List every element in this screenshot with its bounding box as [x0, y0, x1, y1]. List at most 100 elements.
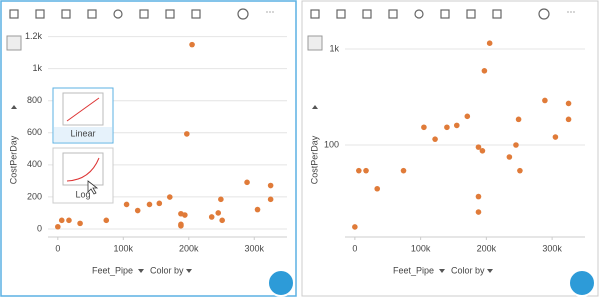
- point: [552, 134, 559, 140]
- toolbar-icon[interactable]: [388, 9, 398, 19]
- y-tick-label: 1k: [329, 43, 339, 53]
- color-by[interactable]: Color by: [150, 265, 184, 275]
- toolbar-icon[interactable]: [336, 9, 346, 19]
- color-by[interactable]: Color by: [451, 265, 485, 275]
- info-icon: [538, 8, 550, 20]
- more-icon: ···: [266, 6, 275, 16]
- log-curve: [66, 157, 100, 182]
- toolbars: ··· ···: [6, 6, 596, 297]
- point: [123, 201, 130, 208]
- icon-shape: [388, 9, 398, 19]
- share-button[interactable]: [568, 269, 596, 297]
- icon-shape: [492, 9, 502, 19]
- y-tick-label: 600: [27, 127, 42, 137]
- y-tick-label: 800: [27, 95, 42, 105]
- x-tick-label: 100k: [411, 243, 431, 253]
- x-tick-label: 300k: [244, 243, 264, 253]
- x-tick-label: 300k: [542, 243, 562, 253]
- point: [184, 131, 190, 137]
- linear-label-bg: [54, 127, 112, 142]
- icon-shape: [466, 9, 476, 19]
- toolbar-icon[interactable]: [61, 9, 71, 19]
- toolbar-icon[interactable]: [362, 9, 372, 19]
- x-tick-label: 200k: [179, 243, 199, 253]
- point: [432, 136, 438, 142]
- point: [513, 142, 519, 148]
- point: [565, 100, 572, 107]
- y-label-arrow: [312, 105, 318, 109]
- icon-shape: [87, 9, 97, 19]
- icon-shape: [191, 9, 201, 19]
- y-label-arrow: [11, 105, 17, 109]
- point: [146, 201, 153, 208]
- toolbar-icon[interactable]: [466, 9, 476, 19]
- toolbar-icon[interactable]: [87, 9, 97, 19]
- toolbar-icon[interactable]: [35, 9, 45, 19]
- point: [208, 214, 215, 220]
- point: [134, 207, 141, 214]
- toolbar-icon[interactable]: [492, 9, 502, 19]
- point: [542, 97, 548, 104]
- point: [103, 217, 110, 224]
- log-icon: [62, 152, 104, 186]
- x-label-arrow: [138, 269, 144, 273]
- y-tick-label: 400: [27, 159, 42, 169]
- x-tick-label: 200k: [477, 243, 497, 253]
- point: [267, 182, 274, 189]
- point: [55, 223, 61, 230]
- toolbar-icon[interactable]: [9, 9, 19, 19]
- point: [475, 209, 482, 215]
- point: [421, 124, 427, 131]
- icon-shape: [414, 9, 424, 19]
- toolbar-icon[interactable]: [310, 9, 320, 19]
- point: [464, 113, 471, 120]
- y-tick-label: 1k: [32, 63, 42, 73]
- y-tick-label: 200: [27, 191, 42, 201]
- icon-shape: [139, 9, 149, 19]
- panel-left: [0, 0, 297, 297]
- linear-curve: [66, 97, 100, 122]
- point: [58, 217, 65, 224]
- icon-shape: [35, 9, 45, 19]
- toolbar-icon[interactable]: [139, 9, 149, 19]
- home-button[interactable]: [6, 35, 22, 51]
- x-axis-label[interactable]: Feet_Pipe: [393, 265, 434, 275]
- toolbar-icon[interactable]: [414, 9, 424, 19]
- x-tick-label: 0: [352, 243, 357, 253]
- toolbar-icon[interactable]: [191, 9, 201, 19]
- point: [481, 68, 488, 74]
- icon-shape: [362, 9, 372, 19]
- icon-shape: [9, 9, 19, 19]
- point: [374, 185, 381, 192]
- color-by-arrow: [487, 269, 493, 273]
- point: [267, 196, 274, 203]
- point: [219, 217, 225, 224]
- share-button[interactable]: [267, 269, 295, 297]
- y-tick-label: 1.2k: [25, 31, 43, 41]
- x-label-arrow: [439, 269, 445, 273]
- icon-shape: [61, 9, 71, 19]
- home-button[interactable]: [307, 35, 323, 51]
- x-axis-label[interactable]: Feet_Pipe: [92, 265, 133, 275]
- point: [215, 210, 222, 216]
- scale-menu: Linear Log: [52, 87, 114, 204]
- linear-label: Linear: [70, 128, 95, 138]
- toolbar-icon[interactable]: [113, 9, 123, 19]
- toolbar-icon[interactable]: [165, 9, 175, 19]
- more-icon: ···: [567, 6, 576, 16]
- icon-shape: [440, 9, 450, 19]
- point: [517, 167, 523, 174]
- y-tick-label: 100: [324, 139, 339, 149]
- color-by-arrow: [186, 269, 192, 273]
- y-axis-label[interactable]: CostPerDay: [8, 135, 18, 184]
- point: [475, 193, 482, 200]
- point: [444, 124, 450, 131]
- point: [178, 222, 184, 229]
- toolbar-icon[interactable]: [440, 9, 450, 19]
- point: [486, 40, 493, 46]
- x-tick-label: 100k: [114, 243, 134, 253]
- point: [479, 148, 486, 154]
- point: [166, 194, 173, 200]
- y-axis-label[interactable]: CostPerDay: [309, 135, 319, 184]
